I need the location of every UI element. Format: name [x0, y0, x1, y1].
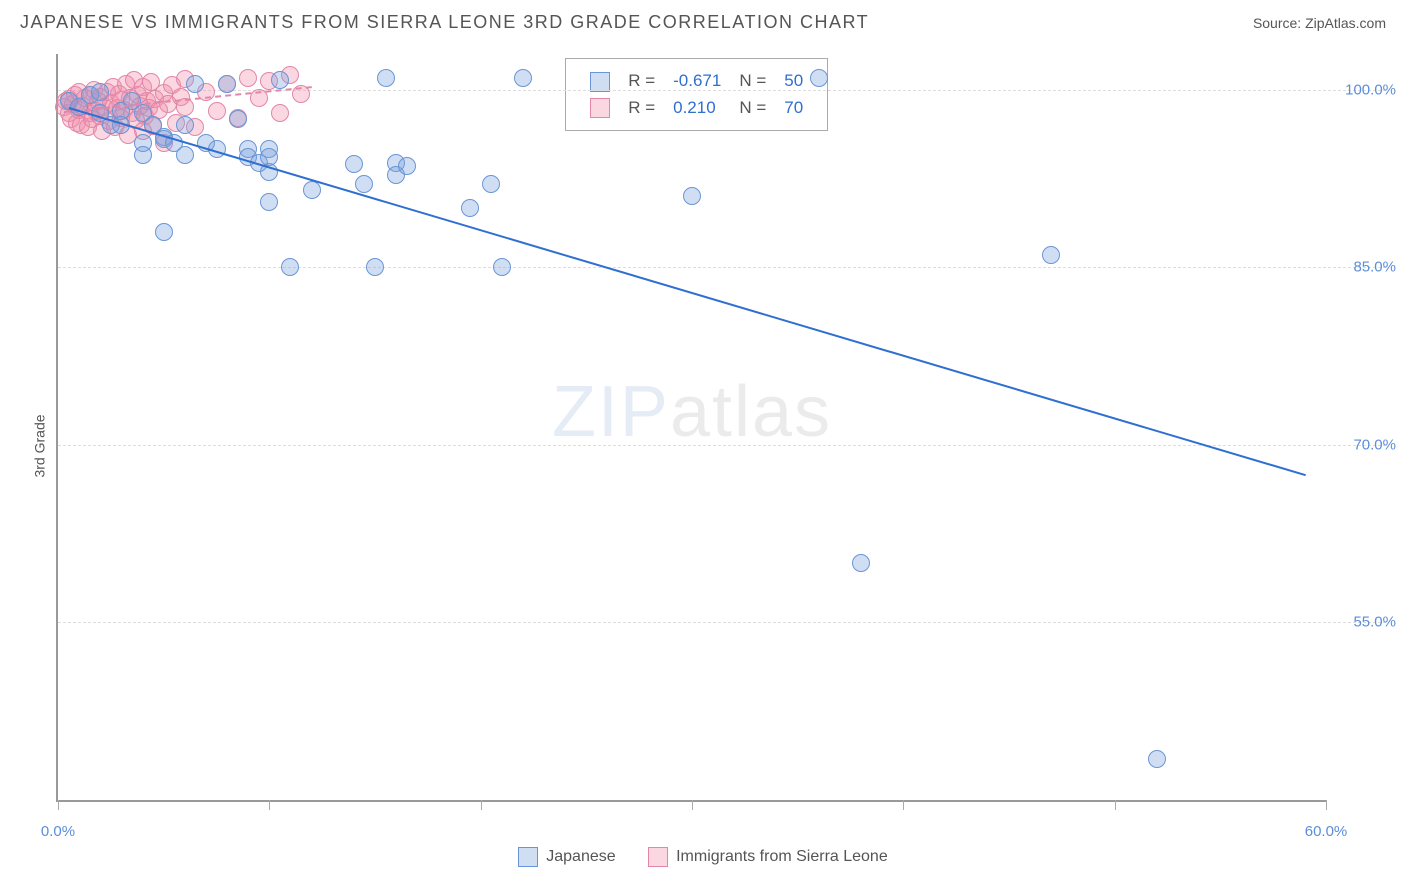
- point-sierra-leone: [239, 69, 257, 87]
- ytick-label: 55.0%: [1353, 614, 1396, 631]
- legend-correlation: R = -0.671 N = 50 R = 0.210 N = 70: [565, 58, 828, 131]
- point-japanese: [461, 199, 479, 217]
- ytick-label: 85.0%: [1353, 259, 1396, 276]
- swatch-pink-icon: [648, 847, 668, 867]
- legend-item-japanese: Japanese: [518, 847, 615, 867]
- point-japanese: [176, 116, 194, 134]
- point-japanese: [398, 157, 416, 175]
- point-japanese: [91, 83, 109, 101]
- xtick: [692, 800, 693, 810]
- legend-series: Japanese Immigrants from Sierra Leone: [0, 847, 1406, 872]
- point-japanese: [810, 69, 828, 87]
- point-japanese: [134, 146, 152, 164]
- point-japanese: [155, 223, 173, 241]
- point-japanese: [514, 69, 532, 87]
- chart-title: JAPANESE VS IMMIGRANTS FROM SIERRA LEONE…: [20, 12, 869, 33]
- n-value-pink: 70: [776, 96, 811, 121]
- point-japanese: [260, 193, 278, 211]
- point-japanese: [355, 175, 373, 193]
- point-japanese: [281, 258, 299, 276]
- chart-container: JAPANESE VS IMMIGRANTS FROM SIERRA LEONE…: [0, 0, 1406, 892]
- xtick: [269, 800, 270, 810]
- point-sierra-leone: [271, 104, 289, 122]
- point-japanese: [482, 175, 500, 193]
- point-japanese: [852, 554, 870, 572]
- xtick: [903, 800, 904, 810]
- plot-area: ZIPatlas R = -0.671 N = 50 R = 0.210 N =…: [56, 54, 1326, 802]
- xtick: [58, 800, 59, 810]
- gridline: [58, 622, 1386, 623]
- n-label: N =: [731, 96, 774, 121]
- point-japanese: [303, 181, 321, 199]
- swatch-blue-icon: [518, 847, 538, 867]
- point-japanese: [186, 75, 204, 93]
- point-japanese: [345, 155, 363, 173]
- r-value-pink: 0.210: [665, 96, 729, 121]
- r-label: R =: [620, 96, 663, 121]
- point-japanese: [229, 110, 247, 128]
- watermark-light: atlas: [670, 372, 832, 452]
- point-japanese: [218, 75, 236, 93]
- legend-item-sierra-leone: Immigrants from Sierra Leone: [648, 847, 888, 867]
- point-japanese: [176, 146, 194, 164]
- swatch-blue-icon: [590, 72, 610, 92]
- xtick: [1326, 800, 1327, 810]
- legend-label: Immigrants from Sierra Leone: [676, 848, 888, 866]
- ytick-label: 70.0%: [1353, 436, 1396, 453]
- watermark: ZIPatlas: [552, 371, 832, 453]
- legend-row-pink: R = 0.210 N = 70: [582, 96, 811, 121]
- point-japanese: [1042, 246, 1060, 264]
- y-axis-label: 3rd Grade: [32, 414, 48, 477]
- point-japanese: [683, 187, 701, 205]
- title-bar: JAPANESE VS IMMIGRANTS FROM SIERRA LEONE…: [20, 12, 1386, 33]
- xtick: [1115, 800, 1116, 810]
- gridline: [58, 445, 1386, 446]
- point-japanese: [366, 258, 384, 276]
- swatch-pink-icon: [590, 98, 610, 118]
- point-sierra-leone: [208, 102, 226, 120]
- xtick: [481, 800, 482, 810]
- point-japanese: [377, 69, 395, 87]
- legend-table: R = -0.671 N = 50 R = 0.210 N = 70: [580, 67, 813, 122]
- xtick-label: 60.0%: [1305, 823, 1348, 840]
- point-japanese: [493, 258, 511, 276]
- point-japanese: [1148, 750, 1166, 768]
- ytick-label: 100.0%: [1345, 81, 1396, 98]
- source-label: Source: ZipAtlas.com: [1253, 15, 1386, 31]
- watermark-bold: ZIP: [552, 372, 670, 452]
- xtick-label: 0.0%: [41, 823, 75, 840]
- point-japanese: [271, 71, 289, 89]
- trendline-japanese: [68, 107, 1305, 476]
- legend-label: Japanese: [546, 848, 615, 866]
- gridline: [58, 267, 1386, 268]
